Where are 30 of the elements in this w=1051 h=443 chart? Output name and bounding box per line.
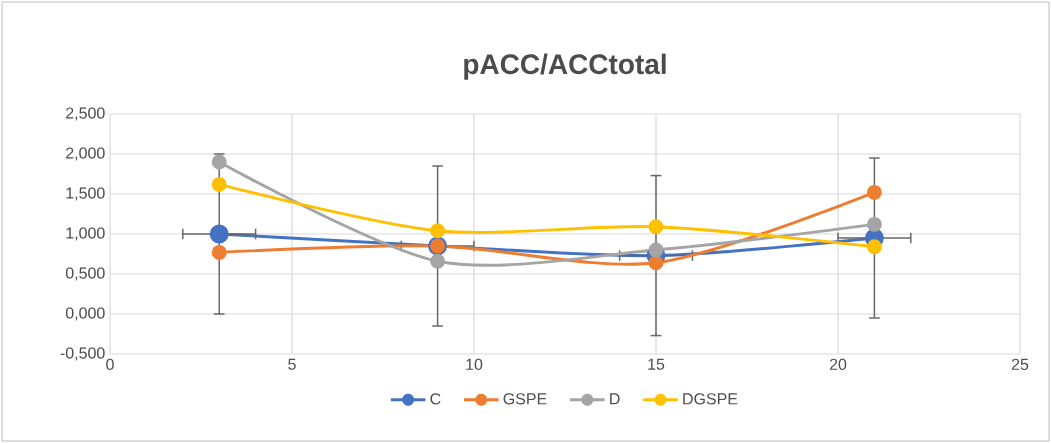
y-tick-label: 1,000: [66, 227, 105, 241]
x-tick-label: 25: [1011, 358, 1029, 371]
point: [648, 255, 664, 271]
point: [211, 176, 227, 192]
point: [430, 253, 446, 269]
y-tick-label: 2,500: [66, 107, 105, 121]
x-tick-label: 0: [106, 358, 114, 371]
legend-label: DGSPE: [683, 393, 738, 405]
legend-label: D: [610, 393, 620, 405]
legend-label: C: [430, 393, 441, 405]
point: [209, 224, 229, 244]
point: [866, 239, 882, 255]
point: [648, 242, 664, 258]
y-tick-label: -0,500: [60, 347, 105, 361]
chart-title: pACC/ACCtotal: [464, 53, 666, 80]
point: [648, 219, 664, 235]
point: [866, 216, 882, 232]
y-tick-label: 1,500: [66, 187, 105, 201]
x-tick-label: 20: [829, 358, 847, 371]
point: [430, 223, 446, 239]
y-tick-label: 2,000: [66, 147, 105, 161]
legend-label: GSPE: [503, 393, 547, 405]
x-tick-label: 15: [648, 358, 665, 370]
point: [211, 244, 227, 260]
y-tick-label: 0,500: [65, 267, 105, 281]
point: [866, 184, 882, 200]
y-tick-label: 0,000: [65, 307, 105, 321]
point: [211, 154, 227, 170]
x-tick-label: 5: [288, 358, 296, 370]
x-tick-label: 10: [466, 358, 483, 371]
